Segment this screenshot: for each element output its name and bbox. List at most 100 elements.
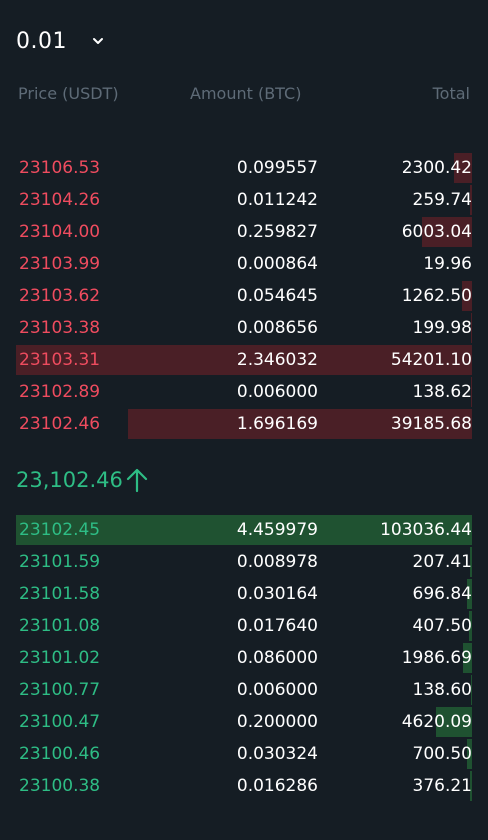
ask-total: 199.98 — [412, 318, 472, 338]
ask-total: 6003.04 — [401, 222, 472, 242]
header-total: Total — [432, 84, 470, 103]
ask-depth-bar — [471, 377, 472, 407]
bid-total: 138.60 — [412, 680, 472, 700]
header-price: Price (USDT) — [18, 84, 119, 103]
ask-price: 23104.26 — [19, 190, 101, 210]
bid-row[interactable]: 23100.47 0.200000 4620.09 — [16, 706, 472, 738]
mid-price-value: 23,102.46 — [16, 468, 123, 492]
ask-total: 259.74 — [412, 190, 472, 210]
ask-amount: 0.259827 — [236, 222, 318, 242]
bids-list: 23102.45 4.459979 103036.44 23101.59 0.00897… — [16, 514, 472, 802]
ask-row[interactable]: 23103.62 0.054645 1262.50 — [16, 280, 472, 312]
ask-price: 23104.00 — [19, 222, 101, 242]
bid-depth-bar — [469, 547, 472, 577]
ask-total: 1262.50 — [401, 286, 472, 306]
bid-amount: 0.016286 — [236, 776, 318, 796]
bid-amount: 0.017640 — [236, 616, 318, 636]
bid-depth-bar — [467, 739, 472, 769]
ask-price: 23103.38 — [19, 318, 101, 338]
ask-price: 23103.99 — [19, 254, 101, 274]
ask-depth-bar — [421, 217, 472, 247]
bid-row[interactable]: 23101.58 0.030164 696.84 — [16, 578, 472, 610]
arrow-up-icon — [125, 467, 149, 493]
ask-depth-bar — [127, 409, 472, 439]
ask-amount: 0.006000 — [236, 382, 318, 402]
ask-amount: 0.054645 — [236, 286, 318, 306]
ask-row[interactable]: 23103.99 0.000864 19.96 — [16, 248, 472, 280]
ask-row[interactable]: 23104.00 0.259827 6003.04 — [16, 216, 472, 248]
bid-depth-bar — [471, 675, 472, 705]
ask-price: 23102.46 — [19, 414, 101, 434]
bid-price: 23102.45 — [19, 520, 101, 540]
bid-depth-bar — [435, 707, 472, 737]
bid-total: 376.21 — [412, 776, 472, 796]
ask-amount: 0.011242 — [236, 190, 318, 210]
header-amount: Amount (BTC) — [190, 84, 302, 103]
ask-amount: 2.346032 — [236, 350, 318, 370]
ask-total: 39185.68 — [390, 414, 472, 434]
ask-depth-bar — [461, 281, 472, 311]
bid-price: 23100.77 — [19, 680, 101, 700]
ask-depth-bar — [470, 313, 472, 343]
ask-row[interactable]: 23103.31 2.346032 54201.10 — [16, 344, 472, 376]
bid-depth-bar — [462, 643, 472, 673]
precision-value: 0.01 — [16, 28, 67, 54]
ask-total: 138.62 — [412, 382, 472, 402]
bid-row[interactable]: 23100.77 0.006000 138.60 — [16, 674, 472, 706]
bid-total: 700.50 — [412, 744, 472, 764]
ask-price: 23103.62 — [19, 286, 101, 306]
ask-amount: 0.099557 — [236, 158, 318, 178]
bid-amount: 0.030164 — [236, 584, 318, 604]
ask-row[interactable]: 23102.89 0.006000 138.62 — [16, 376, 472, 408]
asks-list: 23106.53 0.099557 2300.42 23104.26 0.011242 2… — [16, 152, 472, 440]
bid-depth-bar — [467, 579, 472, 609]
precision-selector[interactable]: 0.01 — [16, 26, 107, 56]
ask-depth-bar — [16, 345, 472, 375]
bid-total: 1986.69 — [401, 648, 472, 668]
ask-row[interactable]: 23103.38 0.008656 199.98 — [16, 312, 472, 344]
bid-row[interactable]: 23101.08 0.017640 407.50 — [16, 610, 472, 642]
chevron-down-icon — [89, 32, 107, 50]
ask-row[interactable]: 23106.53 0.099557 2300.42 — [16, 152, 472, 184]
bid-depth-bar — [16, 515, 472, 545]
bid-row[interactable]: 23101.59 0.008978 207.41 — [16, 546, 472, 578]
ask-price: 23102.89 — [19, 382, 101, 402]
ask-total: 54201.10 — [390, 350, 472, 370]
bid-amount: 0.086000 — [236, 648, 318, 668]
ask-amount: 0.000864 — [236, 254, 318, 274]
ask-total: 2300.42 — [401, 158, 472, 178]
ask-depth-bar — [470, 185, 472, 215]
bid-row[interactable]: 23101.02 0.086000 1986.69 — [16, 642, 472, 674]
bid-price: 23101.08 — [19, 616, 101, 636]
bid-depth-bar — [469, 611, 472, 641]
bid-price: 23101.02 — [19, 648, 101, 668]
ask-amount: 1.696169 — [236, 414, 318, 434]
bid-price: 23101.59 — [19, 552, 101, 572]
ask-total: 19.96 — [423, 254, 472, 274]
ask-depth-bar — [453, 153, 472, 183]
bid-price: 23100.38 — [19, 776, 101, 796]
bid-total: 207.41 — [412, 552, 472, 572]
bid-amount: 0.200000 — [236, 712, 318, 732]
orderbook-header: Price (USDT) Amount (BTC) Total — [18, 84, 470, 108]
bid-price: 23100.47 — [19, 712, 101, 732]
bid-price: 23100.46 — [19, 744, 101, 764]
bid-row[interactable]: 23100.38 0.016286 376.21 — [16, 770, 472, 802]
bid-total: 696.84 — [412, 584, 472, 604]
bid-amount: 4.459979 — [236, 520, 318, 540]
ask-price: 23103.31 — [19, 350, 101, 370]
ask-amount: 0.008656 — [236, 318, 318, 338]
bid-depth-bar — [469, 771, 472, 801]
bid-price: 23101.58 — [19, 584, 101, 604]
ask-row[interactable]: 23102.46 1.696169 39185.68 — [16, 408, 472, 440]
bid-total: 407.50 — [412, 616, 472, 636]
ask-row[interactable]: 23104.26 0.011242 259.74 — [16, 184, 472, 216]
bid-amount: 0.006000 — [236, 680, 318, 700]
bid-row[interactable]: 23102.45 4.459979 103036.44 — [16, 514, 472, 546]
bid-total: 103036.44 — [380, 520, 472, 540]
bid-amount: 0.030324 — [236, 744, 318, 764]
bid-row[interactable]: 23100.46 0.030324 700.50 — [16, 738, 472, 770]
mid-price: 23,102.46 — [16, 462, 149, 498]
bid-amount: 0.008978 — [236, 552, 318, 572]
bid-total: 4620.09 — [401, 712, 472, 732]
